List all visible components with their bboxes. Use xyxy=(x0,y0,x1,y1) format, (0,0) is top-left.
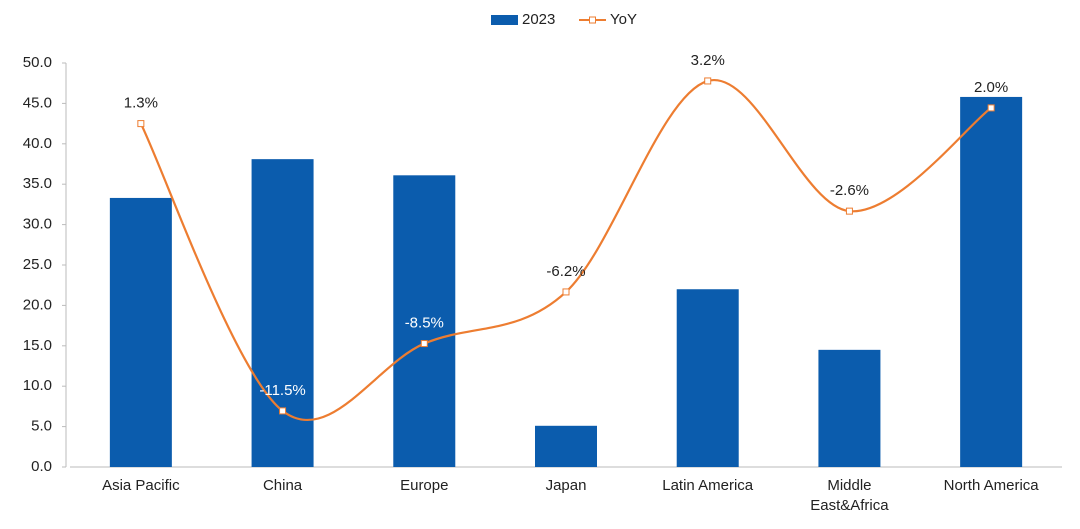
yoy-marker xyxy=(279,407,287,415)
y-tick-label: 40.0 xyxy=(23,135,52,152)
y-tick-label: 5.0 xyxy=(31,418,52,435)
x-tick-label: North America xyxy=(943,477,1039,494)
yoy-marker xyxy=(137,120,145,128)
legend-swatch xyxy=(491,15,518,25)
data-label: 1.3% xyxy=(124,95,158,112)
bar xyxy=(251,159,314,468)
y-tick-label: 30.0 xyxy=(23,216,52,233)
legend-label: YoY xyxy=(610,11,637,28)
bar xyxy=(818,349,881,467)
data-label: -8.5% xyxy=(405,315,444,332)
data-label: 3.2% xyxy=(691,52,725,69)
yoy-marker xyxy=(562,288,570,296)
x-tick-label: Europe xyxy=(400,477,449,494)
yoy-marker xyxy=(987,104,995,112)
legend-label: 2023 xyxy=(522,11,555,28)
bar xyxy=(960,96,1023,467)
x-tick-label: Japan xyxy=(545,477,587,494)
y-tick-label: 35.0 xyxy=(23,175,52,192)
bar xyxy=(393,175,456,467)
data-label: -2.6% xyxy=(830,182,869,199)
yoy-marker xyxy=(420,340,428,348)
x-tick-label: Latin America xyxy=(662,477,754,494)
x-tick-label: Middle East&Africa xyxy=(810,477,889,514)
y-tick-label: 10.0 xyxy=(23,377,52,394)
y-tick-label: 50.0 xyxy=(23,54,52,71)
bar xyxy=(535,425,597,467)
data-label: -11.5% xyxy=(259,382,305,399)
yoy-marker xyxy=(845,207,853,215)
y-tick-label: 45.0 xyxy=(23,94,52,111)
x-tick-label: Asia Pacific xyxy=(102,477,180,494)
x-tick-label: China xyxy=(262,477,303,494)
bar xyxy=(676,289,739,467)
legend-marker xyxy=(589,16,596,24)
y-tick-label: 20.0 xyxy=(23,296,52,313)
y-tick-label: 0.0 xyxy=(31,458,52,475)
yoy-marker xyxy=(704,77,712,85)
y-tick-label: 15.0 xyxy=(23,337,52,354)
data-label: -6.2% xyxy=(546,263,585,280)
y-tick-label: 25.0 xyxy=(23,256,52,273)
bar xyxy=(109,197,172,467)
data-label: 2.0% xyxy=(974,79,1008,96)
